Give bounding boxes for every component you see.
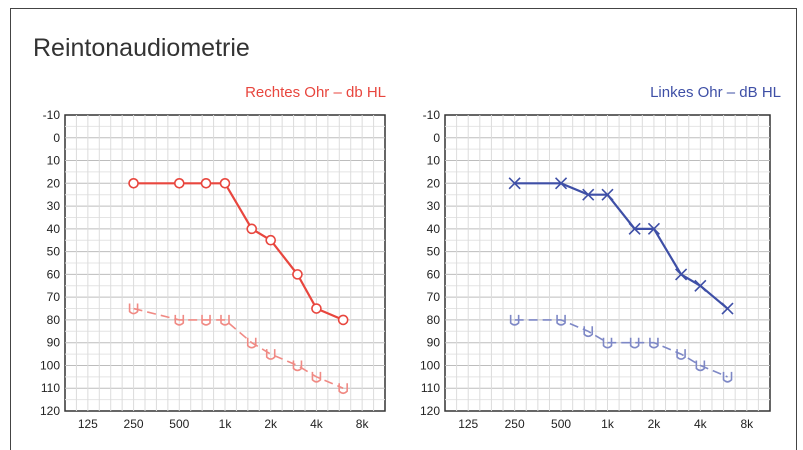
data-point-bracket: [201, 314, 211, 326]
y-tick-label: 60: [427, 267, 441, 281]
y-tick-label: -10: [43, 108, 61, 122]
y-tick-label: 80: [47, 313, 61, 327]
right-ear-chart-title: Rechtes Ohr – db HL: [245, 84, 386, 101]
x-tick-label: 500: [551, 417, 571, 431]
data-point-bracket: [338, 383, 348, 395]
data-point-cross: [628, 222, 641, 235]
data-point-bracket: [128, 303, 139, 315]
y-tick-label: 50: [47, 245, 61, 259]
y-tick-label: 120: [420, 404, 440, 418]
y-tick-label: 90: [427, 336, 441, 350]
y-tick-label: 120: [40, 404, 60, 418]
y-tick-label: 30: [427, 199, 441, 213]
data-point-circle: [311, 303, 322, 314]
y-tick-label: 10: [427, 154, 441, 168]
data-point-circle: [200, 178, 212, 189]
data-point-cross: [694, 279, 707, 292]
x-tick-label: 125: [458, 417, 478, 431]
y-tick-label: 40: [427, 222, 441, 236]
data-point-bracket: [722, 371, 733, 383]
data-point-cross: [675, 268, 688, 281]
data-point-cross: [508, 177, 521, 190]
data-point-circle: [173, 178, 185, 189]
x-tick-label: 500: [169, 417, 189, 431]
y-tick-label: 70: [47, 290, 61, 304]
data-point-circle: [265, 234, 277, 246]
data-point-bracket: [556, 314, 566, 326]
x-tick-label: 250: [124, 417, 144, 431]
y-tick-label: 110: [421, 381, 440, 395]
data-point-circle: [219, 178, 231, 189]
series-line-bracket: [514, 319, 728, 378]
data-point-bracket: [509, 314, 520, 326]
y-tick-label: 60: [47, 267, 61, 281]
y-tick-label: 0: [433, 131, 440, 145]
x-tick-label: 1k: [219, 417, 233, 431]
data-point-bracket: [220, 314, 230, 326]
data-point-bracket: [649, 337, 659, 349]
x-tick-label: 2k: [264, 417, 278, 431]
x-tick-label: 250: [505, 417, 525, 431]
data-point-bracket: [583, 326, 594, 338]
x-tick-label: 2k: [648, 417, 662, 431]
left-ear-chart-title: Linkes Ohr – dB HL: [650, 84, 781, 101]
data-point-cross: [721, 302, 734, 315]
data-point-bracket: [676, 349, 686, 360]
x-tick-label: 4k: [310, 417, 324, 431]
data-point-bracket: [629, 337, 640, 349]
y-tick-label: 80: [427, 313, 441, 327]
data-point-bracket: [602, 337, 613, 349]
data-point-circle: [128, 178, 139, 189]
data-point-bracket: [292, 360, 303, 372]
y-tick-label: 20: [427, 176, 441, 190]
y-tick-label: 0: [53, 131, 60, 145]
y-tick-label: 30: [47, 199, 61, 213]
page-title: Reintonaudiometrie: [33, 34, 250, 62]
y-tick-label: 70: [427, 290, 441, 304]
y-tick-label: 10: [47, 154, 61, 168]
data-point-bracket: [311, 371, 322, 383]
data-point-bracket: [265, 349, 276, 360]
x-tick-label: 8k: [740, 417, 754, 431]
x-tick-label: 1k: [601, 417, 615, 431]
data-point-circle: [246, 223, 258, 235]
data-point-bracket: [695, 360, 706, 372]
y-tick-label: 20: [47, 176, 61, 190]
x-tick-label: 125: [78, 417, 98, 431]
y-tick-label: 100: [420, 358, 440, 372]
y-tick-label: 50: [427, 245, 441, 259]
data-point-bracket: [246, 337, 257, 349]
y-tick-label: 40: [47, 222, 61, 236]
data-point-circle: [337, 314, 349, 326]
series-line-bracket: [133, 307, 344, 389]
y-tick-label: -10: [423, 108, 441, 122]
data-point-circle: [292, 269, 303, 280]
data-point-cross: [582, 188, 595, 201]
data-point-cross: [555, 177, 568, 190]
data-point-bracket: [174, 314, 185, 326]
y-tick-label: 100: [40, 358, 60, 372]
data-point-cross: [601, 188, 614, 201]
x-tick-label: 4k: [694, 417, 708, 431]
y-tick-label: 90: [47, 336, 61, 350]
data-point-cross: [647, 222, 660, 235]
y-tick-label: 110: [41, 381, 60, 395]
x-tick-label: 8k: [356, 417, 370, 431]
